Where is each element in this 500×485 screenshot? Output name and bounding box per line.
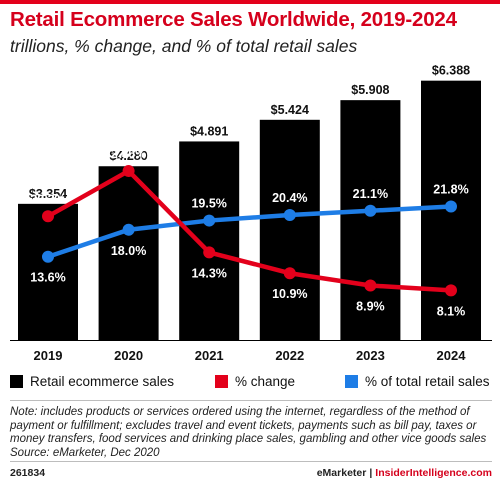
pct-total-line bbox=[45, 204, 454, 259]
pct-total-label-2020: 18.0% bbox=[111, 244, 146, 258]
bar-2023 bbox=[340, 100, 401, 340]
legend-swatch-pct-change bbox=[215, 375, 228, 388]
x-tick-2022: 2022 bbox=[275, 348, 304, 363]
bar-label-2023: $5.908 bbox=[351, 83, 389, 97]
pct-total-label-2022: 20.4% bbox=[272, 191, 307, 205]
bar-label-2024: $6.388 bbox=[432, 64, 470, 78]
bar-2022 bbox=[259, 119, 320, 340]
pct-change-point-2022 bbox=[283, 267, 296, 280]
pct-total-label-2023: 21.1% bbox=[353, 187, 388, 201]
x-tick-2020: 2020 bbox=[114, 348, 143, 363]
bar-2019 bbox=[18, 203, 78, 340]
legend-item-pct-change: % change bbox=[215, 374, 295, 389]
divider-bottom bbox=[10, 461, 492, 462]
pct-total-point-2023 bbox=[364, 204, 377, 217]
pct-total-point-2024 bbox=[445, 200, 457, 213]
chart-plot-area: $3.354 $4.280 $4.891 $5.424 $5.908 $6.388 2019… bbox=[10, 64, 492, 363]
chart-footer: 261834 eMarketer | InsiderIntelligence.com bbox=[10, 467, 492, 481]
x-tick-2019: 2019 bbox=[34, 348, 63, 363]
legend-label-pct-change: % change bbox=[235, 374, 296, 389]
chart-title: Retail Ecommerce Sales Worldwide, 2019-2… bbox=[10, 8, 457, 31]
bar-label-2020: $4.280 bbox=[109, 149, 147, 163]
x-tick-2023: 2023 bbox=[356, 348, 385, 363]
brand-insider-intelligence: InsiderIntelligence.com bbox=[375, 467, 492, 479]
top-accent-bar bbox=[0, 0, 500, 4]
pct-change-point-2023 bbox=[364, 279, 377, 292]
pct-total-label-2024: 21.8% bbox=[433, 182, 468, 196]
legend-item-pct-total: % of total retail sales bbox=[345, 374, 490, 389]
divider-top bbox=[10, 400, 492, 401]
pct-change-label-2020: 27.6% bbox=[111, 147, 146, 161]
pct-change-line bbox=[45, 168, 454, 293]
pct-change-label-2021: 14.3% bbox=[191, 266, 226, 280]
footer-brands: eMarketer | InsiderIntelligence.com bbox=[317, 467, 492, 479]
pct-total-label-2021: 19.5% bbox=[191, 197, 226, 211]
pct-change-point-2024 bbox=[445, 284, 457, 297]
pct-total-label-2019: 13.6% bbox=[30, 271, 65, 285]
pct-change-label-2024: 8.1% bbox=[437, 304, 466, 318]
legend-swatch-pct-total bbox=[345, 375, 358, 388]
bar-label-2019: $3.354 bbox=[29, 187, 67, 201]
bar-label-2022: $5.424 bbox=[271, 103, 309, 117]
chart-legend: Retail ecommerce sales % change % of tot… bbox=[10, 374, 495, 394]
pct-total-point-2021 bbox=[203, 214, 216, 227]
pct-change-point-2020 bbox=[122, 164, 135, 177]
pct-change-label-2023: 8.9% bbox=[356, 299, 385, 313]
bar-label-2021: $4.891 bbox=[190, 124, 228, 138]
pct-total-point-2019 bbox=[42, 250, 54, 263]
legend-label-pct-total: % of total retail sales bbox=[365, 374, 490, 389]
pct-change-point-2019 bbox=[42, 210, 54, 223]
pct-total-point-2020 bbox=[122, 223, 135, 236]
legend-item-ecommerce-sales: Retail ecommerce sales bbox=[10, 374, 174, 389]
note-text: Note: includes products or services orde… bbox=[10, 406, 487, 446]
note-source: Source: eMarketer, Dec 2020 bbox=[10, 446, 160, 459]
chart-id: 261834 bbox=[10, 467, 46, 479]
pct-total-point-2022 bbox=[283, 209, 296, 222]
pct-change-label-2019: 20.2% bbox=[30, 192, 65, 206]
x-tick-2021: 2021 bbox=[195, 348, 224, 363]
bar-2020 bbox=[98, 166, 159, 340]
x-tick-2024: 2024 bbox=[437, 348, 467, 363]
bar-2021 bbox=[179, 141, 240, 340]
brand-separator: | bbox=[369, 467, 373, 479]
pct-change-point-2021 bbox=[203, 246, 216, 259]
legend-label-ecommerce-sales: Retail ecommerce sales bbox=[30, 374, 175, 389]
chart-note: Note: includes products or services orde… bbox=[10, 406, 496, 460]
legend-swatch-ecommerce-sales bbox=[10, 375, 23, 388]
chart-subtitle: trillions, % change, and % of total reta… bbox=[10, 36, 358, 56]
pct-change-label-2022: 10.9% bbox=[272, 287, 307, 301]
brand-emarketer: eMarketer bbox=[316, 467, 367, 479]
